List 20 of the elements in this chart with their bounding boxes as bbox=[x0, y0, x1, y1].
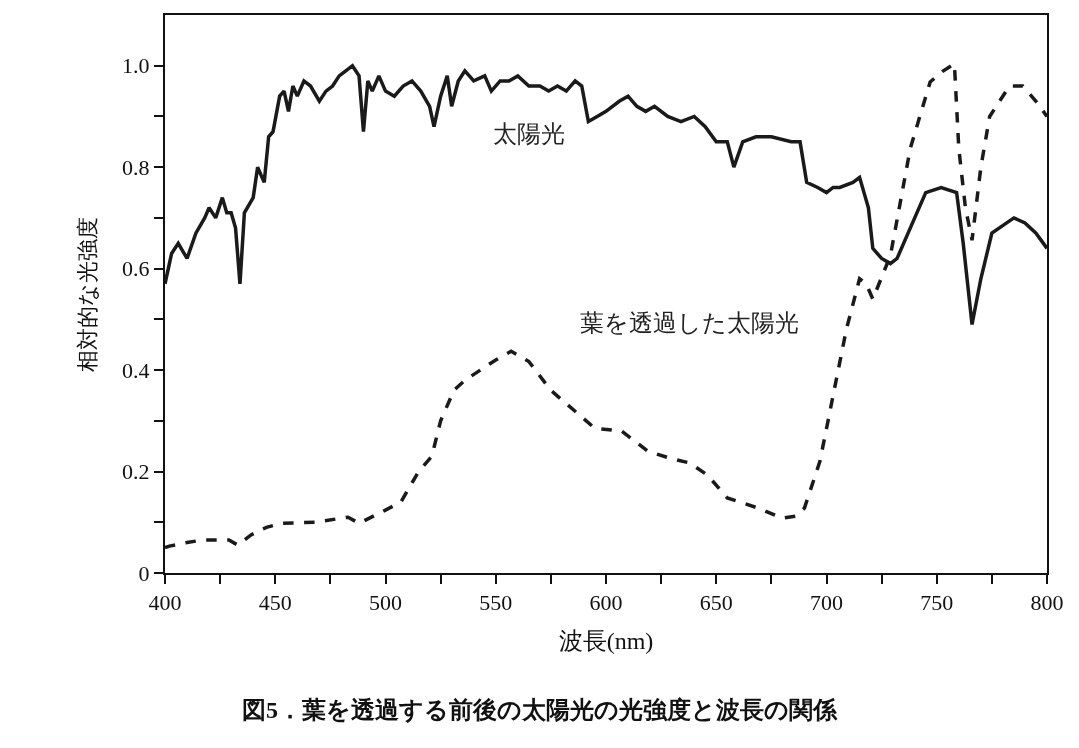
x-tick-label: 550 bbox=[479, 590, 513, 616]
x-tick-label: 600 bbox=[589, 590, 623, 616]
series-label: 葉を透過した太陽光 bbox=[580, 310, 799, 336]
x-tick-label: 650 bbox=[699, 590, 733, 616]
x-tick-label: 500 bbox=[369, 590, 402, 616]
x-tick-label: 700 bbox=[810, 590, 843, 616]
y-axis-title: 相対的な光強度 bbox=[75, 216, 101, 372]
x-tick-label: 400 bbox=[148, 590, 182, 616]
y-tick-label: 0.4 bbox=[122, 357, 150, 383]
x-tick-label: 750 bbox=[920, 590, 954, 616]
x-tick-label: 450 bbox=[258, 590, 292, 616]
y-tick-label: 0.8 bbox=[122, 154, 150, 180]
y-tick-label: 0.6 bbox=[122, 256, 150, 282]
y-tick-label: 1.0 bbox=[122, 53, 150, 79]
y-tick-label: 0.2 bbox=[122, 459, 150, 485]
x-tick-label: 800 bbox=[1030, 590, 1064, 616]
x-axis-title: 波長(nm) bbox=[558, 628, 654, 655]
series-label: 太陽光 bbox=[493, 121, 565, 147]
text: 図5．葉を透過する前後の太陽光の光強度と波長の関係 bbox=[242, 697, 838, 724]
y-tick-label: 0 bbox=[138, 560, 150, 586]
